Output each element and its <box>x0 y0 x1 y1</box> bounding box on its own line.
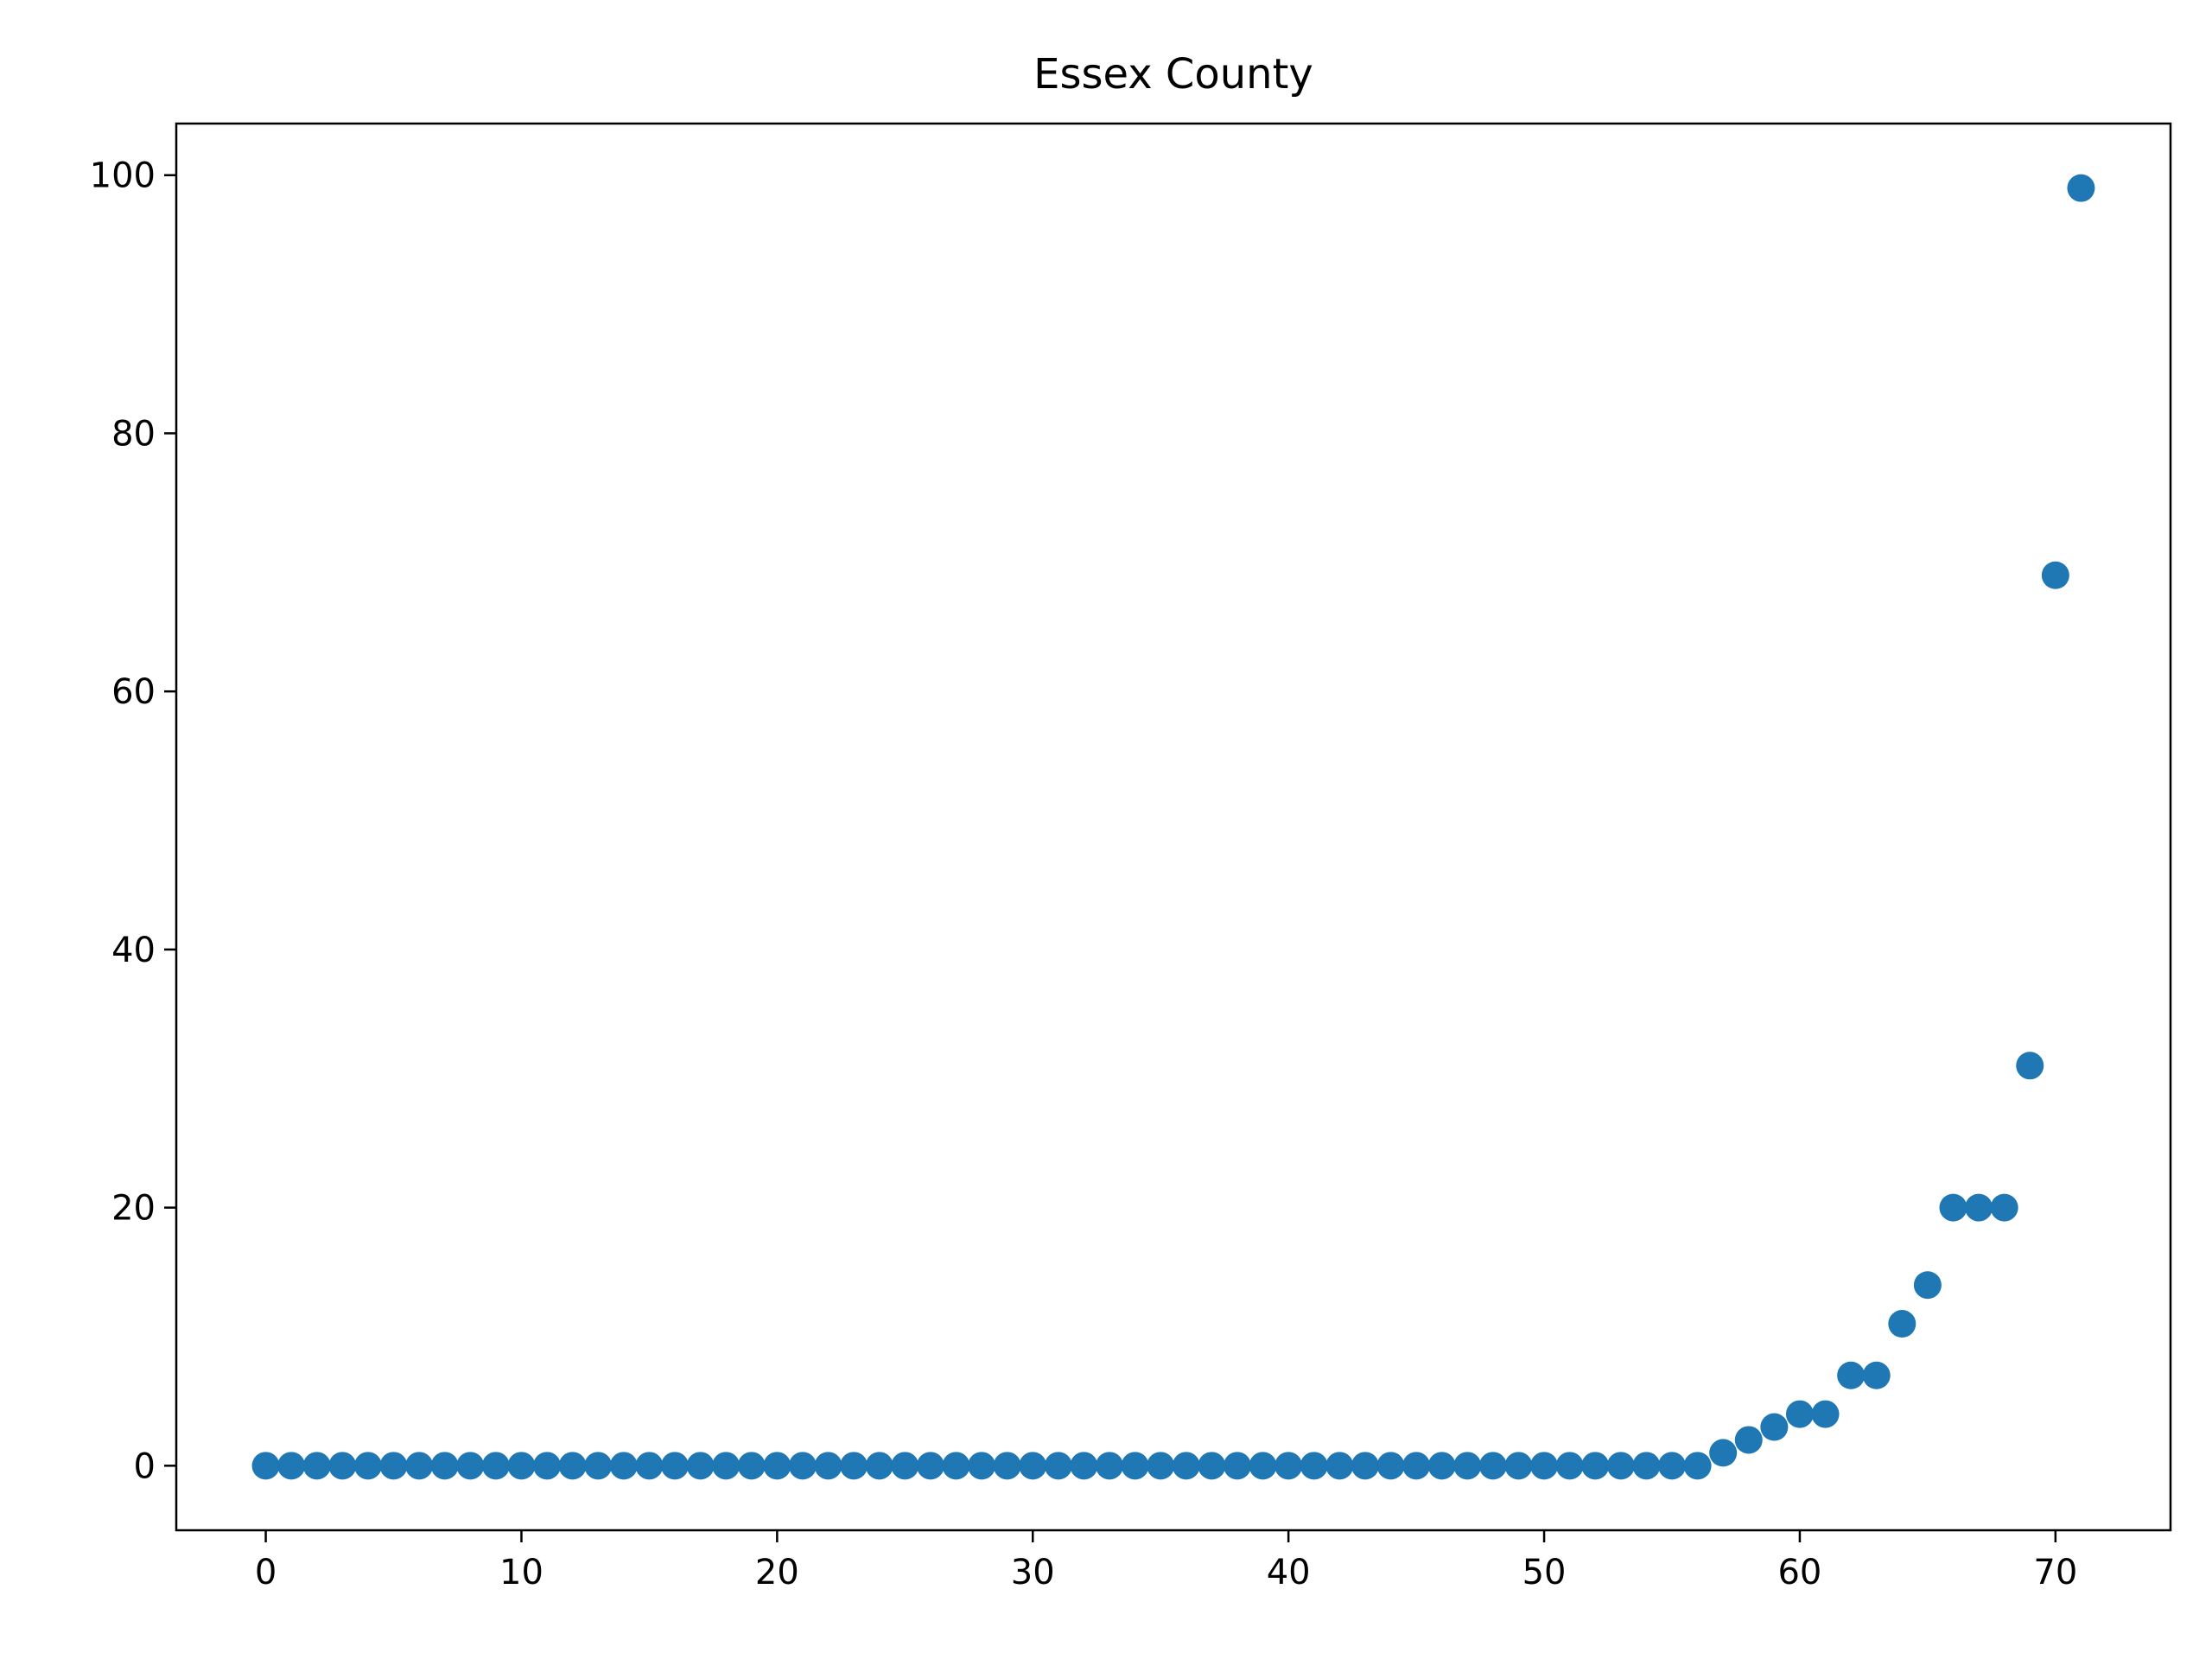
data-point <box>1888 1310 1916 1338</box>
data-point <box>302 1452 331 1480</box>
data-point <box>1147 1452 1175 1480</box>
y-tick-label: 0 <box>134 1446 156 1486</box>
data-point <box>686 1452 715 1480</box>
data-point <box>1274 1452 1303 1480</box>
data-point <box>1555 1452 1584 1480</box>
x-tick-label: 30 <box>1011 1553 1055 1592</box>
data-point <box>1811 1400 1840 1428</box>
x-tick-label: 60 <box>1777 1553 1821 1592</box>
data-point <box>1121 1452 1149 1480</box>
data-point <box>865 1452 893 1480</box>
data-point <box>2041 561 2069 589</box>
data-point <box>814 1452 842 1480</box>
data-point <box>1427 1452 1456 1480</box>
data-point <box>2067 174 2095 202</box>
data-point <box>277 1452 306 1480</box>
data-point <box>788 1452 817 1480</box>
data-point <box>1172 1452 1200 1480</box>
data-point <box>968 1452 996 1480</box>
data-point <box>1939 1193 1967 1222</box>
data-point <box>379 1452 408 1480</box>
data-point <box>405 1452 434 1480</box>
data-point <box>1453 1452 1482 1480</box>
data-point <box>1683 1452 1712 1480</box>
data-point <box>1837 1361 1866 1389</box>
data-point <box>1478 1452 1507 1480</box>
x-axis: 0 10 20 30 40 50 60 70 <box>255 1530 2077 1592</box>
data-point <box>763 1452 791 1480</box>
data-point <box>1070 1452 1098 1480</box>
data-point <box>916 1452 944 1480</box>
data-point <box>993 1452 1021 1480</box>
data-point <box>558 1452 587 1480</box>
data-point <box>661 1452 689 1480</box>
data-point <box>1402 1452 1431 1480</box>
data-point <box>1198 1452 1226 1480</box>
y-tick-label: 20 <box>111 1189 156 1229</box>
data-point <box>1351 1452 1379 1480</box>
data-point <box>840 1452 868 1480</box>
y-tick-label: 40 <box>111 931 156 970</box>
chart-title: Essex County <box>1033 50 1313 99</box>
data-point <box>1734 1426 1763 1454</box>
data-point <box>1581 1452 1610 1480</box>
x-tick-label: 50 <box>1522 1553 1567 1592</box>
x-tick-label: 40 <box>1267 1553 1311 1592</box>
data-point <box>533 1452 562 1480</box>
data-point <box>251 1452 280 1480</box>
data-point <box>481 1452 510 1480</box>
data-point <box>1658 1452 1686 1480</box>
data-point <box>2016 1052 2044 1080</box>
data-point <box>609 1452 638 1480</box>
data-point <box>891 1452 919 1480</box>
data-point <box>1862 1361 1891 1389</box>
data-point <box>1785 1400 1814 1428</box>
y-tick-label: 60 <box>111 672 156 712</box>
data-point <box>1019 1452 1047 1480</box>
data-point <box>942 1452 970 1480</box>
data-point <box>1325 1452 1354 1480</box>
data-point <box>1760 1413 1789 1441</box>
y-axis: 0 20 40 60 80 100 <box>90 156 176 1486</box>
data-point <box>507 1452 536 1480</box>
data-point <box>1376 1452 1405 1480</box>
data-point <box>1096 1452 1124 1480</box>
data-point <box>353 1452 382 1480</box>
data-point <box>1044 1452 1072 1480</box>
data-point <box>1965 1193 1993 1222</box>
data-point <box>328 1452 357 1480</box>
x-tick-label: 10 <box>499 1553 543 1592</box>
data-point <box>1990 1193 2018 1222</box>
data-point <box>737 1452 766 1480</box>
x-tick-label: 20 <box>755 1553 799 1592</box>
y-tick-label: 100 <box>90 156 156 196</box>
data-point <box>1913 1271 1942 1300</box>
x-tick-label: 0 <box>255 1553 276 1592</box>
x-tick-label: 70 <box>2033 1553 2077 1592</box>
data-point <box>456 1452 485 1480</box>
data-point <box>712 1452 741 1480</box>
y-tick-label: 80 <box>111 414 156 454</box>
data-point <box>635 1452 664 1480</box>
data-point <box>1606 1452 1635 1480</box>
data-point <box>1632 1452 1661 1480</box>
data-point <box>1504 1452 1533 1480</box>
plot-area <box>251 174 2095 1480</box>
data-point <box>1249 1452 1277 1480</box>
data-point <box>1709 1439 1738 1467</box>
data-point <box>1530 1452 1559 1480</box>
data-point <box>430 1452 459 1480</box>
data-point <box>1300 1452 1328 1480</box>
data-point <box>1223 1452 1251 1480</box>
axes-frame <box>175 122 2172 1532</box>
data-point <box>584 1452 613 1480</box>
